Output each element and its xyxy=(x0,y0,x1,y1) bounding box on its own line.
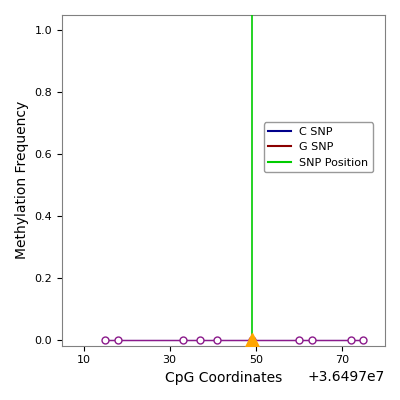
Y-axis label: Methylation Frequency: Methylation Frequency xyxy=(15,101,29,260)
Legend: C SNP, G SNP, SNP Position: C SNP, G SNP, SNP Position xyxy=(264,122,373,172)
X-axis label: CpG Coordinates: CpG Coordinates xyxy=(165,371,282,385)
